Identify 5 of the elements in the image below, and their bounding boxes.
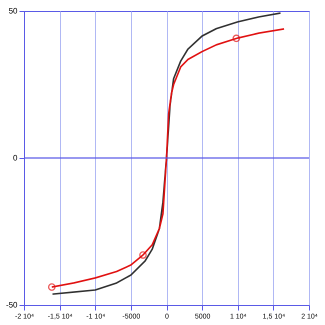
point <box>139 251 147 259</box>
y-tick-label: 0 <box>13 154 18 162</box>
point <box>232 34 240 42</box>
y-tick-label: -50 <box>6 300 18 310</box>
y-tick-label: 50 <box>8 6 18 16</box>
